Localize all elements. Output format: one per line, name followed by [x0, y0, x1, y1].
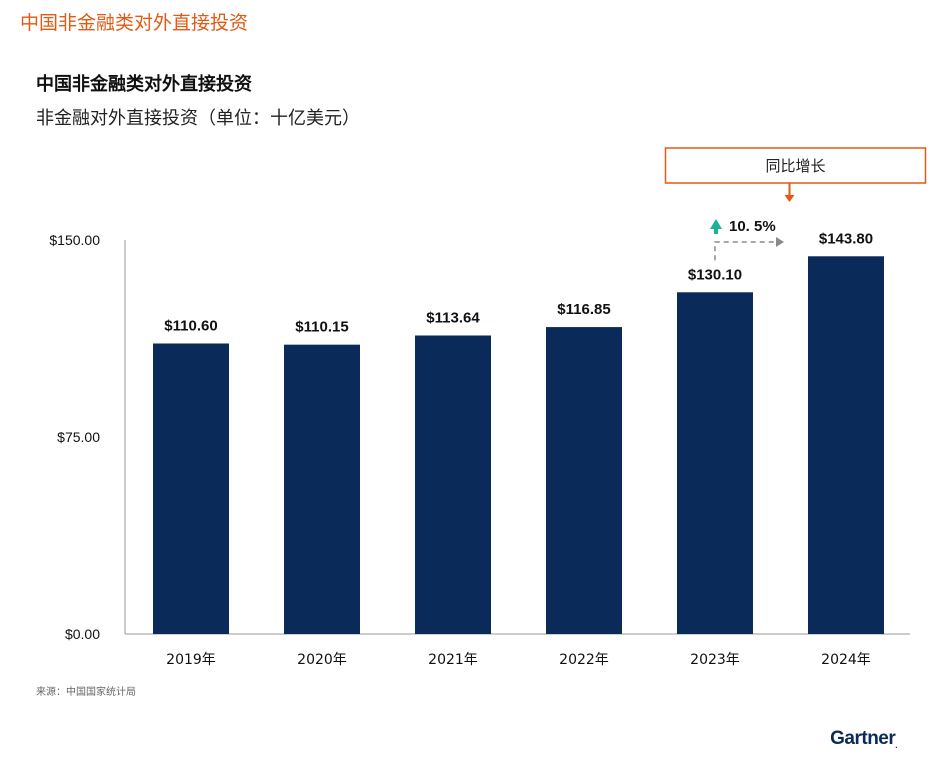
y-tick-label: $150.00 [49, 232, 100, 248]
bar-value-label: $110.60 [164, 317, 217, 334]
x-tick-label: 2020年 [297, 652, 347, 668]
bar-2022年 [546, 327, 622, 634]
source-note: 来源：中国国家统计局 [36, 687, 136, 698]
yoy-dashed-connector [714, 241, 778, 261]
page-header-title: 中国非金融类对外直接投资 [20, 12, 249, 34]
y-tick-label: $75.00 [57, 429, 100, 445]
yoy-annotation-label: 同比增长 [765, 157, 825, 175]
x-tick-label: 2019年 [166, 652, 216, 668]
bar-value-label: $113.64 [426, 310, 480, 327]
gartner-logo: Gartner. [830, 728, 897, 750]
x-tick-label: 2021年 [428, 652, 478, 668]
chart-subtitle: 非金融对外直接投资（单位：十亿美元） [36, 108, 360, 129]
bar-value-label: $110.15 [295, 319, 348, 336]
bar-2023年 [677, 292, 753, 634]
callout-arrow-head-icon [784, 195, 795, 202]
bar-value-label: $143.80 [819, 230, 873, 247]
bar-2019年 [153, 343, 229, 634]
y-tick-label: $0.00 [65, 626, 100, 642]
x-tick-label: 2024年 [821, 652, 871, 668]
up-arrow-icon [710, 219, 722, 234]
bar-2020年 [284, 344, 360, 634]
chart-title: 中国非金融类对外直接投资 [36, 74, 252, 95]
bar-value-label: $116.85 [557, 301, 610, 318]
bar-value-label: $130.10 [688, 266, 742, 283]
bar-2024年 [808, 256, 884, 634]
x-tick-label: 2022年 [559, 652, 609, 668]
bar-2021年 [415, 335, 491, 634]
yoy-annotation-box [664, 147, 927, 184]
connector-arrow-head-icon [776, 237, 784, 247]
x-tick-label: 2023年 [690, 652, 740, 668]
yoy-growth-value: 10. 5% [729, 218, 776, 235]
